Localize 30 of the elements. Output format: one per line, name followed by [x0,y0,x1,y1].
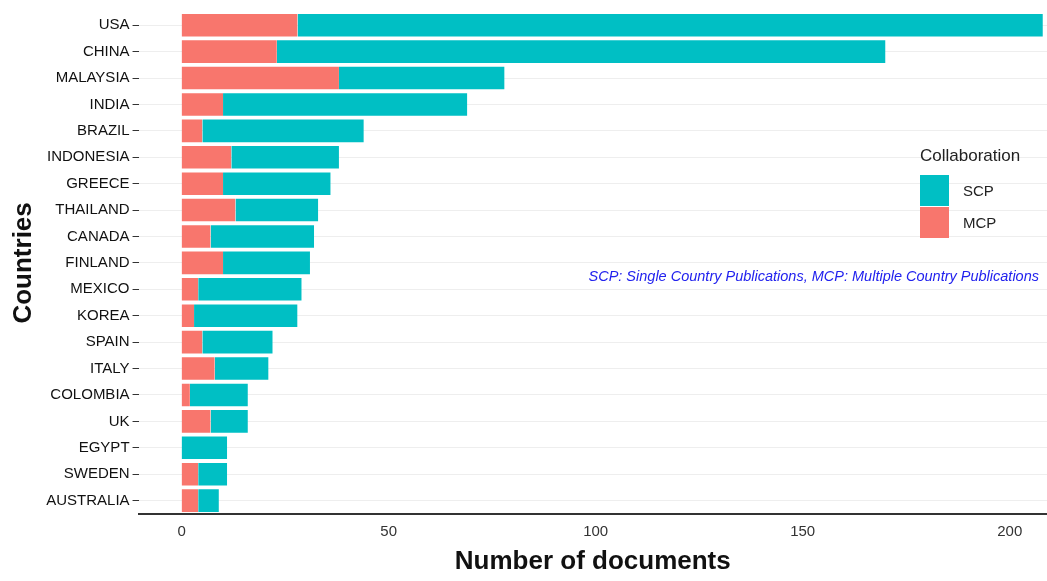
y-tick-label: GREECE [66,173,130,191]
y-tick-label: BRAZIL [77,120,130,138]
y-tick-label: AUSTRALIA [46,490,130,508]
x-axis-title: Number of documents [454,544,731,575]
y-tick-label: ITALY [90,358,130,376]
y-tick-label: MEXICO [70,279,130,297]
y-tick-label: USA [98,15,130,33]
x-tick-label: 50 [380,521,397,539]
y-tick-label: INDONESIA [47,147,130,165]
y-tick-label: CANADA [67,226,130,244]
y-tick-label: MALAYSIA [55,68,130,86]
y-tick-label: SWEDEN [63,464,130,482]
x-tick-label: 150 [790,521,816,539]
legend-label: SCP [963,181,994,199]
legend-label: MCP [963,213,997,231]
y-tick-label: CHINA [82,41,130,59]
x-tick-label: 100 [583,521,609,539]
annotation: SCP: Single Country Publications, MCP: Multiple Country Publications [588,268,1039,284]
x-tick-label: 0 [177,521,186,539]
y-tick-label: FINLAND [65,253,130,271]
y-axis-title: Countries [6,202,37,324]
y-tick-label: THAILAND [55,200,130,218]
x-tick-label: 200 [997,521,1023,539]
y-tick-label: UK [108,411,130,429]
y-tick-label: SPAIN [85,332,130,350]
y-tick-label: INDIA [89,94,130,112]
y-tick-label: COLOMBIA [50,385,130,403]
legend-title: Collaboration [920,146,1021,166]
y-tick-label: EGYPT [78,437,130,455]
y-tick-label: KOREA [77,305,130,323]
